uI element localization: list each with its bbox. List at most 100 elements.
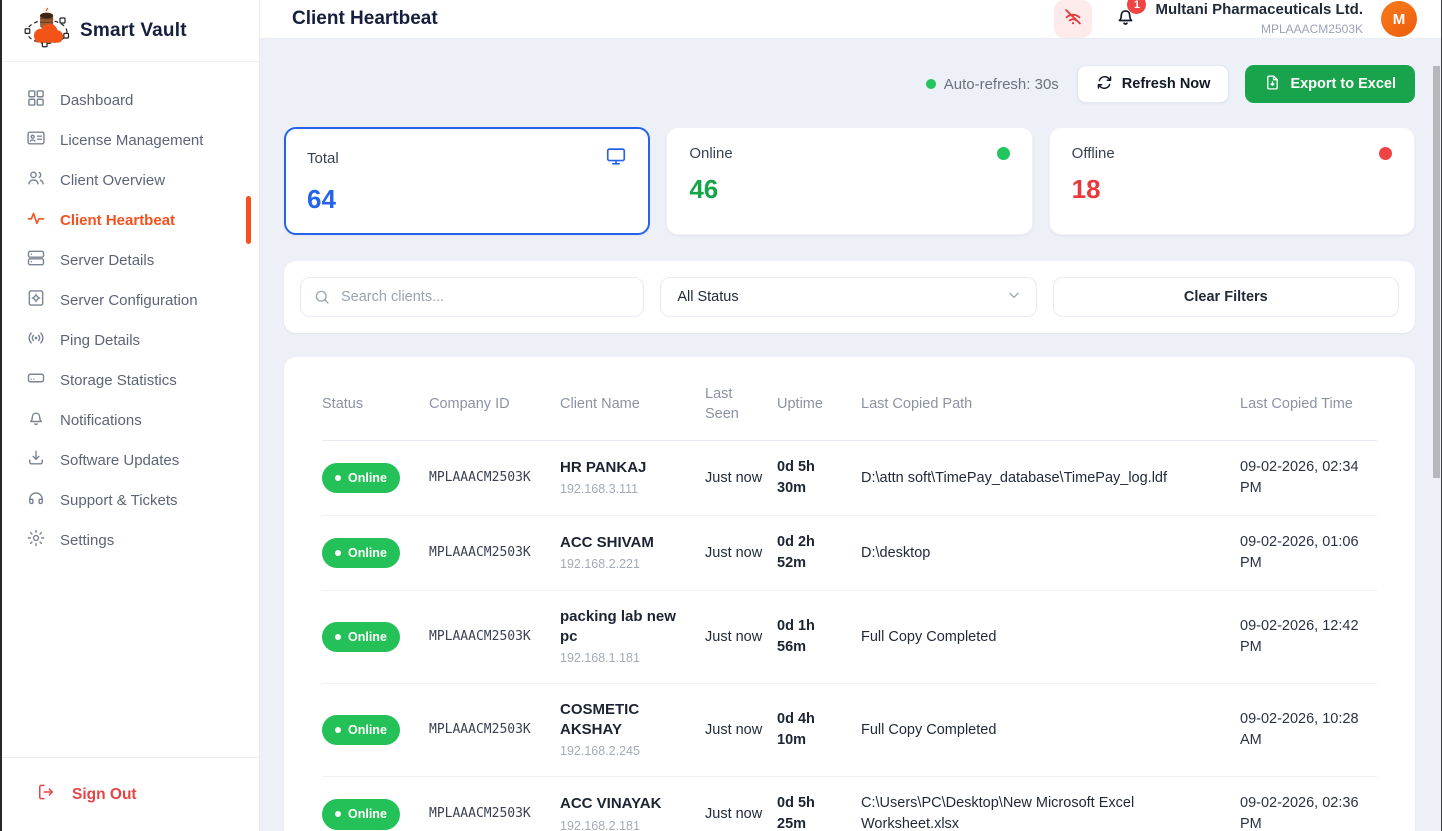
refresh-now-button[interactable]: Refresh Now <box>1076 65 1230 103</box>
bell-icon <box>26 408 46 432</box>
sign-out-button[interactable]: Sign Out <box>2 757 259 831</box>
last-seen-cell: Just now <box>705 440 777 517</box>
table-row: Online MPLAAACM2503K COSMETIC AKSHAY 192.16… <box>322 683 1377 778</box>
filter-bar: All Status Clear Filters <box>284 261 1415 333</box>
avatar[interactable]: M <box>1381 1 1417 37</box>
sidebar-item-label: Software Updates <box>60 451 180 469</box>
heartbeat-table-card: Status Company ID Client Name Last Seen … <box>284 357 1415 831</box>
sidebar-item-label: Server Details <box>60 251 155 269</box>
topbar: Client Heartbeat 1 Multani Pharmaceutica… <box>260 0 1441 39</box>
online-label: Online <box>689 145 733 162</box>
total-label: Total <box>307 150 339 167</box>
notifications-button[interactable]: 1 <box>1114 0 1147 33</box>
stat-card-total[interactable]: Total 64 <box>284 127 651 235</box>
online-dot-icon <box>335 634 341 641</box>
company-id-cell: MPLAAACM2503K <box>429 590 560 685</box>
sidebar-item-label: Ping Details <box>60 331 141 349</box>
status-filter-select[interactable]: All Status <box>660 277 1037 317</box>
last-copied-path-cell: Full Copy Completed <box>861 590 1240 685</box>
ping-icon <box>26 328 46 352</box>
sidebar-item-storage-statistics[interactable]: Storage Statistics <box>2 360 259 400</box>
page-title: Client Heartbeat <box>292 8 438 29</box>
sidebar-item-client-heartbeat[interactable]: Client Heartbeat <box>2 196 259 244</box>
last-copied-path-cell: D:\desktop <box>861 515 1240 592</box>
status-badge: Online <box>322 799 400 830</box>
sidebar-item-server-details[interactable]: Server Details <box>2 240 259 280</box>
last-copied-path-cell: Full Copy Completed <box>861 683 1240 778</box>
company-id: MPLAAACM2503K <box>1260 21 1363 36</box>
online-dot-icon <box>335 727 341 734</box>
sidebar-item-software-updates[interactable]: Software Updates <box>2 440 259 480</box>
clear-filters-button[interactable]: Clear Filters <box>1052 277 1399 317</box>
client-name-cell: ACC VINAYAK 192.168.2.181 <box>560 776 705 831</box>
sidebar-item-client-overview[interactable]: Client Overview <box>2 160 259 200</box>
stat-card-online[interactable]: Online 46 <box>666 127 1033 235</box>
refresh-now-label: Refresh Now <box>1121 76 1211 92</box>
last-copied-time-cell: 09-02-2026, 12:42 PM <box>1240 590 1377 685</box>
last-seen-cell: Just now <box>705 683 777 778</box>
client-ip: 192.168.2.181 <box>560 818 640 831</box>
online-dot-icon <box>335 811 341 818</box>
online-dot-icon <box>335 475 341 482</box>
last-seen-cell: Just now <box>705 776 777 831</box>
notification-count-badge: 1 <box>1127 0 1147 14</box>
client-name: COSMETIC AKSHAY <box>560 701 640 738</box>
connection-status-button[interactable] <box>1054 0 1093 38</box>
last-copied-path-cell: D:\attn soft\TimePay_database\TimePay_lo… <box>861 440 1240 517</box>
offline-label: Offline <box>1071 145 1115 162</box>
brand: Smart Vault <box>2 0 259 62</box>
clear-filters-label: Clear Filters <box>1183 289 1268 305</box>
column-header-client-name: Client Name <box>560 361 705 442</box>
excel-file-icon <box>1264 74 1281 95</box>
auto-refresh-status: Auto-refresh: 30s <box>925 76 1059 93</box>
main-area: Client Heartbeat 1 Multani Pharmaceutica… <box>260 0 1441 831</box>
status-badge: Online <box>322 622 400 653</box>
status-badge: Online <box>322 538 400 569</box>
column-header-last-copied-time: Last Copied Time <box>1240 361 1377 442</box>
company-id-cell: MPLAAACM2503K <box>429 440 560 517</box>
sidebar-item-settings[interactable]: Settings <box>2 520 259 560</box>
last-copied-path-cell: C:\Users\PC\Desktop\New Microsoft Excel … <box>861 776 1240 831</box>
sidebar-item-support-tickets[interactable]: Support & Tickets <box>2 480 259 520</box>
sidebar-item-license-management[interactable]: License Management <box>2 120 259 160</box>
last-copied-time-cell: 09-02-2026, 02:36 PM <box>1240 776 1377 831</box>
content: Auto-refresh: 30s Refresh Now Export to … <box>260 39 1441 831</box>
sidebar-item-notifications[interactable]: Notifications <box>2 400 259 440</box>
export-to-excel-button[interactable]: Export to Excel <box>1245 65 1415 103</box>
client-name-cell: HR PANKAJ 192.168.3.111 <box>560 440 705 517</box>
sidebar-item-server-configuration[interactable]: Server Configuration <box>2 280 259 320</box>
company-name: Multani Pharmaceuticals Ltd. <box>1155 1 1363 19</box>
sidebar-item-ping-details[interactable]: Ping Details <box>2 320 259 360</box>
uptime-cell: 0d 4h 10m <box>777 683 861 778</box>
client-ip: 192.168.2.221 <box>560 557 640 572</box>
client-name-cell: packing lab new pc 192.168.1.181 <box>560 590 705 685</box>
storage-icon <box>26 368 46 392</box>
vertical-scrollbar[interactable] <box>1433 66 1440 478</box>
last-copied-time-cell: 09-02-2026, 02:34 PM <box>1240 440 1377 517</box>
company-id-cell: MPLAAACM2503K <box>429 515 560 592</box>
headset-icon <box>26 488 46 512</box>
online-dot-icon <box>335 550 341 557</box>
refresh-icon <box>1096 74 1113 95</box>
sidebar-item-label: Storage Statistics <box>60 371 177 389</box>
column-header-status: Status <box>322 361 429 442</box>
online-dot-icon <box>996 147 1010 160</box>
last-copied-time-cell: 09-02-2026, 10:28 AM <box>1240 683 1377 778</box>
heartbeat-table-body: Online MPLAAACM2503K HR PANKAJ 192.168.3.11… <box>322 440 1377 831</box>
sidebar-item-label: Client Overview <box>60 171 166 189</box>
uptime-cell: 0d 1h 56m <box>777 590 861 685</box>
brand-name: Smart Vault <box>80 19 187 41</box>
sign-out-label: Sign Out <box>72 785 137 803</box>
table-row: Online MPLAAACM2503K HR PANKAJ 192.168.3.11… <box>322 440 1377 517</box>
sidebar-item-label: Settings <box>60 531 115 549</box>
stat-card-offline[interactable]: Offline 18 <box>1048 127 1415 235</box>
client-name: ACC VINAYAK <box>560 795 662 813</box>
sidebar-item-dashboard[interactable]: Dashboard <box>2 80 259 120</box>
search-input[interactable] <box>300 277 645 317</box>
users-icon <box>26 168 46 192</box>
status-cell: Online <box>322 776 429 831</box>
column-header-company-id: Company ID <box>429 361 560 442</box>
heartbeat-table: Status Company ID Client Name Last Seen … <box>322 361 1377 831</box>
status-cell: Online <box>322 440 429 517</box>
server-config-icon <box>26 288 46 312</box>
